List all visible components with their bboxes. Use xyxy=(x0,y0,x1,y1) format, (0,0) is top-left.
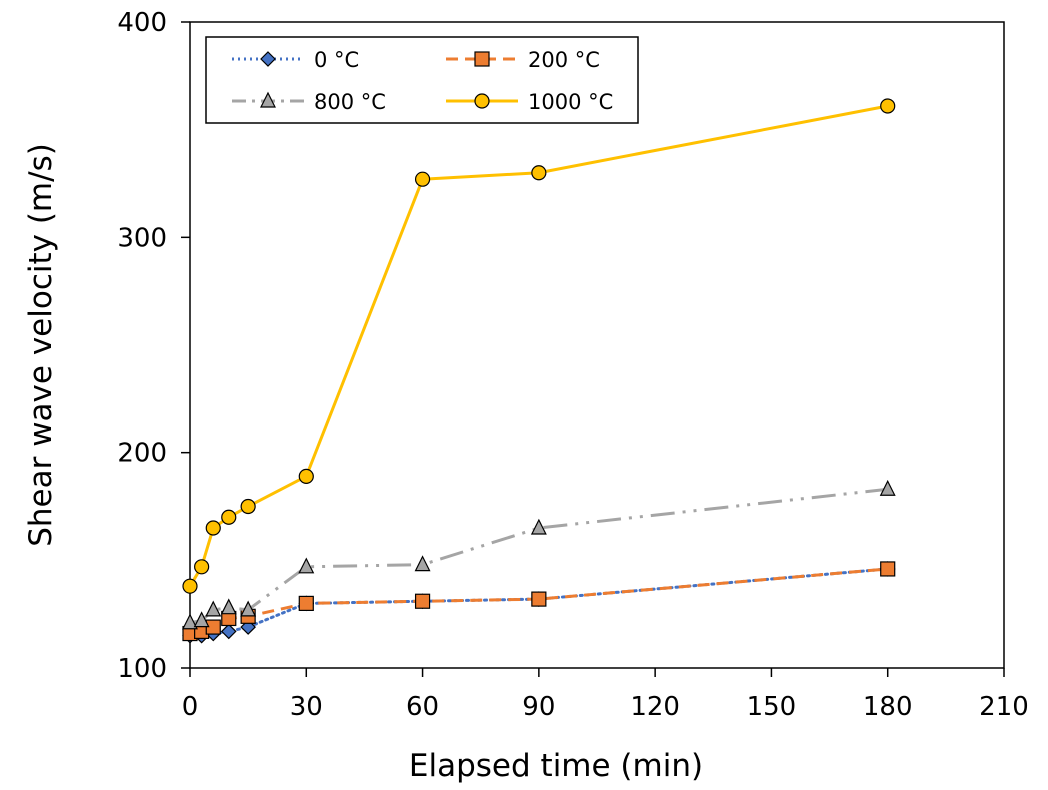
series-3 xyxy=(182,98,896,594)
legend-item-0: 0 °C xyxy=(232,48,359,72)
series-1 xyxy=(182,561,896,642)
data-point xyxy=(298,468,314,484)
legend-item-1: 200 °C xyxy=(446,48,600,72)
legend-item-3: 1000 °C xyxy=(446,90,613,114)
data-point xyxy=(194,559,210,575)
x-tick-label: 210 xyxy=(979,692,1029,722)
data-point xyxy=(298,595,314,612)
data-point xyxy=(530,518,547,535)
data-point xyxy=(220,623,237,640)
legend-item-2: 800 °C xyxy=(232,90,386,114)
y-tick-label: 100 xyxy=(117,654,167,684)
data-point xyxy=(221,509,237,525)
data-point xyxy=(205,600,222,617)
y-tick-label: 200 xyxy=(117,439,167,469)
data-point xyxy=(414,555,431,572)
data-point xyxy=(531,165,547,181)
data-point xyxy=(414,171,431,187)
y-axis-title: Shear wave velocity (m/s) xyxy=(23,143,59,547)
axes-layer: 0 30 60 90 120 150 180 210 100 200 300 400 xyxy=(117,8,1028,722)
data-point xyxy=(220,598,237,615)
y-tick-label: 300 xyxy=(117,223,167,253)
data-point xyxy=(182,613,198,630)
legend-marker xyxy=(474,93,490,109)
data-point xyxy=(193,611,210,628)
x-axis-title: Elapsed time (min) xyxy=(409,748,703,784)
x-tick-label: 0 xyxy=(182,692,199,722)
data-point xyxy=(182,578,198,594)
legend-label: 0 °C xyxy=(314,48,359,72)
x-tick-label: 150 xyxy=(747,692,797,722)
legend: 0 °C 200 °C 800 °C 1000 °C xyxy=(205,36,639,124)
series-layer xyxy=(182,98,896,644)
plot-frame xyxy=(189,21,1005,669)
series-2 xyxy=(182,479,896,630)
legend-box xyxy=(205,36,639,124)
legend-label: 1000 °C xyxy=(528,90,613,114)
data-point xyxy=(205,520,221,536)
legend-label: 800 °C xyxy=(314,90,386,114)
data-point xyxy=(240,600,257,617)
y-tick-label: 400 xyxy=(117,8,167,38)
data-point xyxy=(414,593,431,609)
legend-marker xyxy=(260,91,276,108)
data-point xyxy=(531,591,547,607)
x-tick-label: 60 xyxy=(406,692,439,722)
legend-label: 200 °C xyxy=(528,48,600,72)
plot-area xyxy=(189,21,1005,669)
data-point xyxy=(880,561,896,577)
data-point xyxy=(880,98,896,114)
data-point xyxy=(298,557,315,574)
data-point xyxy=(240,498,256,515)
x-tick-label: 180 xyxy=(863,692,913,722)
legend-marker xyxy=(260,51,276,67)
legend-marker xyxy=(474,51,490,67)
data-point xyxy=(879,479,896,496)
x-tick-label: 30 xyxy=(290,692,323,722)
x-tick-label: 120 xyxy=(630,692,680,722)
x-tick-label: 90 xyxy=(522,692,555,722)
